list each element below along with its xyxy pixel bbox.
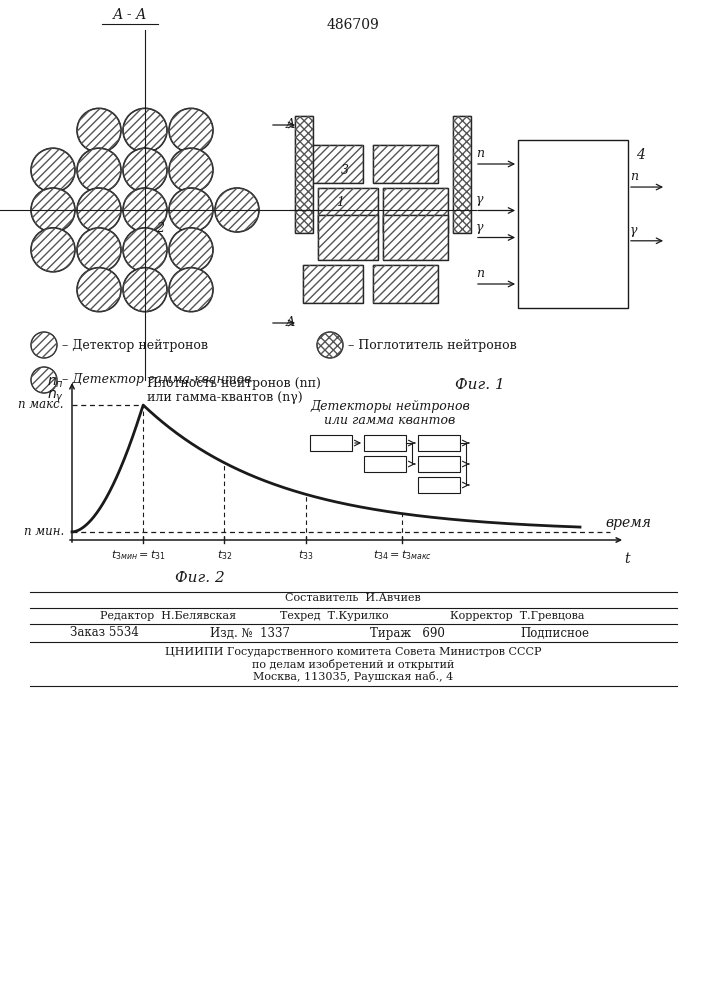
- Bar: [373, 145, 438, 183]
- Bar: [310, 435, 352, 451]
- Bar: [453, 116, 471, 233]
- Bar: [383, 188, 448, 233]
- Circle shape: [77, 268, 121, 312]
- Text: – Поглотитель нейтронов: – Поглотитель нейтронов: [348, 338, 517, 352]
- Text: $t_{34}=t_{3макс}$: $t_{34}=t_{3макс}$: [373, 548, 432, 562]
- Text: Составитель  И.Авчиев: Составитель И.Авчиев: [285, 593, 421, 603]
- Text: 3: 3: [341, 163, 349, 176]
- Text: – Детектор нейтронов: – Детектор нейтронов: [62, 338, 208, 352]
- Text: по делам изобретений и открытий: по делам изобретений и открытий: [252, 658, 454, 670]
- Text: Корректор  Т.Гревцова: Корректор Т.Гревцова: [450, 611, 585, 621]
- Text: А - А: А - А: [112, 8, 147, 22]
- Text: А: А: [285, 118, 295, 131]
- Bar: [518, 140, 628, 308]
- Text: Техред  Т.Курилко: Техред Т.Курилко: [280, 611, 389, 621]
- Circle shape: [77, 228, 121, 272]
- Circle shape: [123, 108, 167, 152]
- Bar: [418, 435, 460, 451]
- Circle shape: [169, 108, 213, 152]
- Text: п макс.: п макс.: [18, 398, 64, 412]
- Bar: [418, 477, 460, 493]
- Bar: [303, 265, 363, 303]
- Circle shape: [31, 188, 75, 232]
- Text: п мин.: п мин.: [24, 525, 64, 538]
- Bar: [418, 456, 460, 472]
- Text: Фиг. 2: Фиг. 2: [175, 571, 225, 585]
- Circle shape: [169, 148, 213, 192]
- Circle shape: [31, 228, 75, 272]
- Text: $t_{33}$: $t_{33}$: [298, 548, 313, 562]
- Bar: [303, 265, 363, 303]
- Circle shape: [169, 188, 213, 232]
- Text: Детекторы нейтронов: Детекторы нейтронов: [310, 400, 470, 413]
- Text: или гамма квантов: или гамма квантов: [325, 414, 455, 427]
- Bar: [303, 145, 363, 183]
- Text: $n_п$: $n_п$: [47, 376, 64, 390]
- Bar: [373, 145, 438, 183]
- Text: Москва, 113035, Раушская наб., 4: Москва, 113035, Раушская наб., 4: [253, 670, 453, 682]
- Bar: [453, 116, 471, 233]
- Circle shape: [317, 332, 343, 358]
- Bar: [318, 188, 378, 233]
- Circle shape: [123, 228, 167, 272]
- Text: ЦНИИПИ Государственного комитета Совета Министров СССР: ЦНИИПИ Государственного комитета Совета …: [165, 647, 542, 657]
- Text: А: А: [285, 316, 295, 330]
- Bar: [373, 265, 438, 303]
- Text: Редактор  Н.Белявская: Редактор Н.Белявская: [100, 611, 236, 621]
- Text: Заказ 5534: Заказ 5534: [70, 626, 139, 640]
- Text: n: n: [476, 147, 484, 160]
- Circle shape: [123, 188, 167, 232]
- Bar: [364, 456, 406, 472]
- Bar: [364, 435, 406, 451]
- Text: или гамма-квантов (nγ): или гамма-квантов (nγ): [147, 390, 303, 403]
- Text: Фиг. 1: Фиг. 1: [455, 378, 505, 392]
- Circle shape: [31, 332, 57, 358]
- Text: 4: 4: [636, 148, 645, 162]
- Bar: [303, 145, 363, 183]
- Text: Изд. №  1337: Изд. № 1337: [210, 626, 290, 640]
- Circle shape: [77, 148, 121, 192]
- Bar: [383, 188, 448, 233]
- Circle shape: [77, 108, 121, 152]
- Bar: [318, 215, 378, 260]
- Text: Подписное: Подписное: [520, 626, 589, 640]
- Bar: [383, 215, 448, 260]
- Bar: [295, 116, 313, 233]
- Bar: [383, 215, 448, 260]
- Text: γ: γ: [476, 194, 484, 207]
- Text: Тираж   690: Тираж 690: [370, 626, 445, 640]
- Circle shape: [31, 367, 57, 393]
- Circle shape: [169, 228, 213, 272]
- Text: 1: 1: [336, 196, 344, 209]
- Bar: [318, 188, 378, 233]
- Circle shape: [31, 148, 75, 192]
- Text: $t_{3мин}=t_{31}$: $t_{3мин}=t_{31}$: [111, 548, 165, 562]
- Circle shape: [123, 148, 167, 192]
- Text: γ: γ: [630, 224, 638, 237]
- Circle shape: [77, 188, 121, 232]
- Text: $t_{32}$: $t_{32}$: [216, 548, 232, 562]
- Bar: [373, 265, 438, 303]
- Text: n: n: [476, 267, 484, 280]
- Circle shape: [169, 268, 213, 312]
- Text: время: время: [605, 516, 651, 530]
- Text: $n_γ$: $n_γ$: [47, 389, 64, 405]
- Text: γ: γ: [476, 221, 484, 233]
- Text: 2: 2: [156, 222, 164, 234]
- Text: 486709: 486709: [327, 18, 380, 32]
- Bar: [318, 215, 378, 260]
- Text: – Детектор гамма-квантов: – Детектор гамма-квантов: [62, 373, 252, 386]
- Circle shape: [215, 188, 259, 232]
- Text: n: n: [630, 170, 638, 183]
- Text: t: t: [624, 552, 630, 566]
- Text: Плотность нейтронов (nп): Плотность нейтронов (nп): [147, 376, 321, 389]
- Circle shape: [123, 268, 167, 312]
- Bar: [295, 116, 313, 233]
